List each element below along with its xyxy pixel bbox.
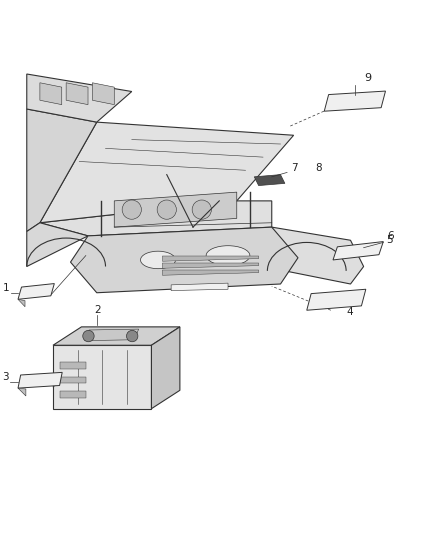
- Text: 2: 2: [94, 305, 101, 315]
- Polygon shape: [40, 122, 293, 223]
- Ellipse shape: [141, 251, 176, 269]
- Text: 1: 1: [3, 284, 9, 294]
- Polygon shape: [27, 74, 132, 122]
- Polygon shape: [60, 362, 86, 369]
- Text: 6: 6: [388, 231, 394, 241]
- Circle shape: [192, 200, 212, 219]
- Polygon shape: [162, 263, 258, 268]
- Polygon shape: [152, 327, 180, 409]
- Polygon shape: [92, 83, 114, 104]
- Circle shape: [83, 330, 94, 342]
- Polygon shape: [66, 83, 88, 104]
- Polygon shape: [272, 227, 364, 284]
- Polygon shape: [71, 227, 298, 293]
- Polygon shape: [171, 283, 228, 290]
- Polygon shape: [53, 327, 180, 345]
- Text: 9: 9: [364, 73, 371, 83]
- Polygon shape: [18, 388, 26, 396]
- Text: 8: 8: [315, 163, 322, 173]
- Polygon shape: [60, 377, 86, 383]
- Polygon shape: [60, 391, 86, 398]
- Polygon shape: [40, 201, 272, 236]
- Circle shape: [157, 200, 177, 219]
- Polygon shape: [114, 192, 237, 227]
- Polygon shape: [324, 91, 385, 111]
- Polygon shape: [27, 109, 97, 231]
- Polygon shape: [254, 175, 285, 185]
- Text: 4: 4: [346, 308, 353, 318]
- Circle shape: [127, 330, 138, 342]
- Polygon shape: [40, 83, 62, 104]
- Polygon shape: [18, 284, 54, 300]
- Polygon shape: [333, 241, 383, 260]
- Polygon shape: [53, 345, 152, 409]
- Circle shape: [122, 200, 141, 219]
- Polygon shape: [27, 223, 88, 266]
- Text: 7: 7: [291, 163, 298, 173]
- Polygon shape: [162, 270, 258, 275]
- Text: 5: 5: [386, 235, 393, 245]
- Polygon shape: [307, 289, 366, 310]
- Polygon shape: [18, 373, 62, 388]
- Polygon shape: [18, 300, 25, 307]
- Ellipse shape: [206, 246, 250, 265]
- Polygon shape: [162, 256, 258, 261]
- Text: 3: 3: [2, 372, 8, 382]
- Polygon shape: [85, 329, 139, 341]
